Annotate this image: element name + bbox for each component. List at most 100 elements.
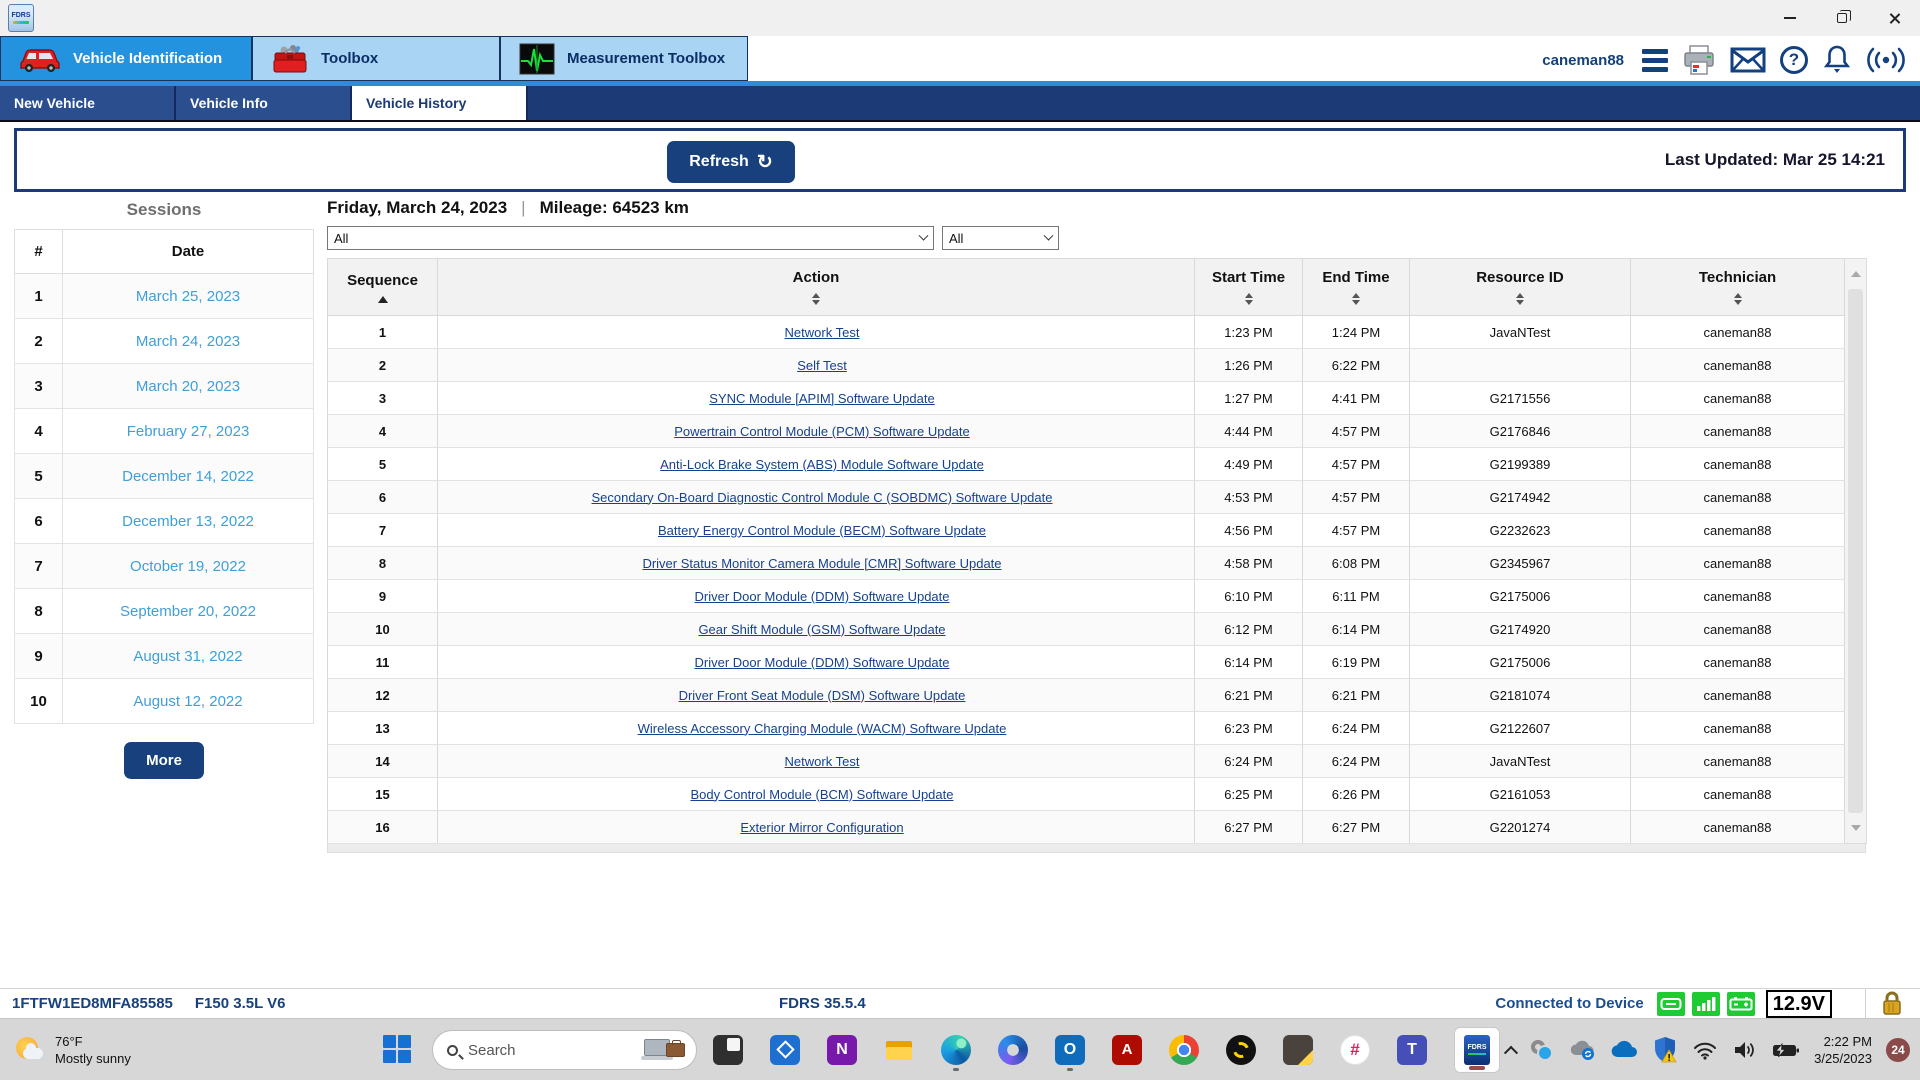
taskbar-app-file-explorer[interactable] — [883, 1027, 915, 1073]
more-button[interactable]: More — [124, 742, 204, 779]
search-box[interactable]: Search — [432, 1030, 697, 1070]
vertical-scrollbar[interactable] — [1845, 258, 1867, 844]
taskbar-app-black-yellow[interactable] — [1225, 1027, 1257, 1073]
tab-toolbox[interactable]: Toolbox — [252, 36, 500, 81]
microsoft-365-icon — [998, 1034, 1028, 1065]
taskbar-app-outlook[interactable] — [1054, 1027, 1086, 1073]
action-link[interactable]: Battery Energy Control Module (BECM) Sof… — [657, 522, 987, 538]
session-date-link[interactable]: September 20, 2022 — [120, 602, 256, 620]
history-row: 16 Exterior Mirror Configuration 6:27 PM 6:… — [327, 810, 1845, 844]
sessions-number-header[interactable]: # — [14, 229, 63, 274]
column-header-start-time[interactable]: Start Time — [1194, 258, 1303, 316]
action-link[interactable]: Network Test — [784, 753, 860, 769]
session-date-link[interactable]: August 12, 2022 — [133, 692, 243, 710]
action-link[interactable]: Driver Status Monitor Camera Module [CMR… — [642, 555, 1002, 571]
action-filter-select[interactable]: All — [327, 226, 934, 250]
action-link[interactable]: Anti-Lock Brake System (ABS) Module Soft… — [660, 456, 984, 472]
tray-chevron-up-icon[interactable] — [1504, 1045, 1519, 1060]
print-icon[interactable] — [1682, 44, 1716, 76]
session-date-cell: October 19, 2022 — [62, 543, 314, 589]
sequence-cell: 1 — [327, 315, 438, 349]
refresh-panel: Refresh ↻ Last Updated: Mar 25 14:21 — [14, 128, 1906, 192]
column-header-technician[interactable]: Technician — [1630, 258, 1845, 316]
taskbar-app-microsoft-365[interactable] — [997, 1027, 1029, 1073]
tab-measurement-toolbox[interactable]: Measurement Toolbox — [500, 36, 748, 81]
action-link[interactable]: Secondary On-Board Diagnostic Control Mo… — [591, 489, 1053, 505]
session-date-link[interactable]: March 25, 2023 — [135, 287, 241, 305]
action-link[interactable]: Powertrain Control Module (PCM) Software… — [674, 423, 970, 439]
action-link[interactable]: Gear Shift Module (GSM) Software Update — [698, 621, 946, 637]
onedrive-icon[interactable] — [1610, 1040, 1638, 1060]
sort-icon — [812, 293, 820, 305]
subtab-vehicle-info[interactable]: Vehicle Info — [176, 86, 352, 120]
volume-icon[interactable] — [1732, 1039, 1758, 1061]
taskbar-app-edge[interactable] — [940, 1027, 972, 1073]
session-date-link[interactable]: December 13, 2022 — [122, 512, 254, 530]
session-date-link[interactable]: October 19, 2022 — [130, 557, 246, 575]
black-yellow-swirl-icon — [1226, 1034, 1256, 1065]
subtab-new-vehicle[interactable]: New Vehicle — [0, 86, 176, 120]
notification-count-badge[interactable]: 24 — [1886, 1037, 1910, 1062]
column-header-end-time[interactable]: End Time — [1302, 258, 1410, 316]
taskbar-app-teams[interactable] — [1396, 1027, 1428, 1073]
notifications-bell-icon[interactable] — [1822, 44, 1852, 76]
sessions-date-header[interactable]: Date — [62, 229, 314, 274]
history-row: 8 Driver Status Monitor Camera Module [CM… — [327, 546, 1845, 580]
tray-cogs-icon[interactable] — [1530, 1038, 1554, 1062]
action-link[interactable]: Network Test — [784, 324, 860, 340]
action-link[interactable]: SYNC Module [APIM] Software Update — [709, 390, 935, 406]
cloud-sync-icon[interactable] — [1568, 1039, 1596, 1061]
taskbar-app-slack[interactable] — [1339, 1027, 1371, 1073]
remote-connect-icon[interactable] — [1866, 45, 1906, 75]
scrollbar-thumb[interactable] — [1848, 289, 1863, 813]
taskbar-app-chrome[interactable] — [1168, 1027, 1200, 1073]
taskbar-app-fdrs[interactable]: FDRS — [1453, 1026, 1501, 1073]
taskbar-app-dark-yellow[interactable] — [1282, 1027, 1314, 1073]
column-header-sequence[interactable]: Sequence — [327, 258, 438, 316]
session-date-link[interactable]: August 31, 2022 — [133, 647, 243, 665]
lock-icon[interactable] — [1865, 988, 1914, 1019]
taskbar-app-acrobat[interactable] — [1111, 1027, 1143, 1073]
taskbar-app-dark-window[interactable] — [712, 1027, 744, 1073]
sub-tab-bar: New Vehicle Vehicle Info Vehicle History — [0, 86, 1920, 122]
subtab-vehicle-history[interactable]: Vehicle History — [352, 86, 528, 120]
scroll-down-button[interactable] — [1845, 815, 1866, 841]
close-button[interactable] — [1868, 0, 1920, 36]
start-button[interactable] — [383, 1035, 413, 1065]
scroll-up-button[interactable] — [1845, 261, 1866, 287]
resource-id-cell: G2171556 — [1409, 381, 1631, 415]
action-link[interactable]: Body Control Module (BCM) Software Updat… — [690, 786, 954, 802]
sequence-cell: 9 — [327, 579, 438, 613]
security-shield-icon[interactable] — [1652, 1036, 1678, 1064]
start-time-cell: 4:49 PM — [1194, 447, 1303, 481]
minimize-button[interactable] — [1764, 0, 1816, 36]
taskbar-app-onenote[interactable] — [826, 1027, 858, 1073]
column-header-resource-id[interactable]: Resource ID — [1409, 258, 1631, 316]
menu-icon[interactable] — [1642, 48, 1668, 72]
action-link[interactable]: Exterior Mirror Configuration — [740, 819, 904, 835]
taskbar-clock[interactable]: 2:22 PM 3/25/2023 — [1814, 1033, 1872, 1067]
secondary-filter-select[interactable]: All — [942, 226, 1059, 250]
session-row: 10 August 12, 2022 — [14, 678, 314, 724]
wifi-icon[interactable] — [1692, 1040, 1718, 1060]
session-date-link[interactable]: February 27, 2023 — [126, 422, 250, 440]
action-link[interactable]: Self Test — [797, 357, 847, 373]
action-link[interactable]: Driver Door Module (DDM) Software Update — [694, 588, 950, 604]
horizontal-scrollbar[interactable] — [327, 844, 1866, 853]
mail-icon[interactable] — [1730, 46, 1766, 74]
session-date-link[interactable]: March 24, 2023 — [135, 332, 241, 350]
help-icon[interactable] — [1780, 46, 1808, 74]
taskbar-app-box[interactable] — [769, 1027, 801, 1073]
column-header-action[interactable]: Action — [437, 258, 1195, 316]
battery-tray-icon[interactable] — [1772, 1041, 1800, 1059]
action-link[interactable]: Wireless Accessory Charging Module (WACM… — [637, 720, 1007, 736]
session-date-link[interactable]: March 20, 2023 — [135, 377, 241, 395]
action-link[interactable]: Driver Front Seat Module (DSM) Software … — [678, 687, 966, 703]
action-cell: Exterior Mirror Configuration — [437, 810, 1195, 844]
action-link[interactable]: Driver Door Module (DDM) Software Update — [694, 654, 950, 670]
weather-widget[interactable]: 76°F Mostly sunny — [14, 1019, 131, 1080]
maximize-button[interactable] — [1816, 0, 1868, 36]
session-date-link[interactable]: December 14, 2022 — [122, 467, 254, 485]
tab-vehicle-identification[interactable]: Vehicle Identification — [0, 36, 252, 81]
refresh-button[interactable]: Refresh ↻ — [667, 141, 795, 183]
